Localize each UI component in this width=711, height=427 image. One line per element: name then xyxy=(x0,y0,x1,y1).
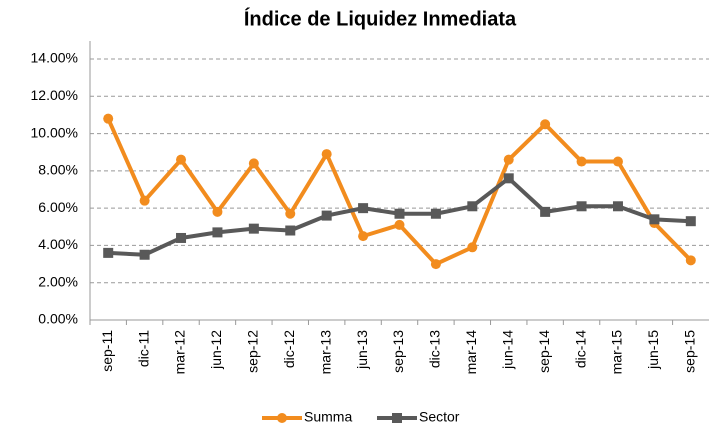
point xyxy=(103,247,114,258)
point xyxy=(394,208,405,219)
point xyxy=(394,219,405,230)
x-tick-label: sep-15 xyxy=(681,330,697,373)
x-tick-label: sep-12 xyxy=(245,330,261,373)
x-tick-label: dic-13 xyxy=(427,330,443,368)
point xyxy=(103,113,114,124)
y-tick-label: 4.00% xyxy=(38,236,78,252)
y-tick-label: 6.00% xyxy=(38,199,78,215)
x-tick-label: mar-15 xyxy=(609,330,625,375)
point xyxy=(176,232,187,243)
x-tick-label: jun-14 xyxy=(499,330,515,370)
legend-marker xyxy=(277,413,287,423)
point xyxy=(467,242,478,253)
x-tick-label: dic-14 xyxy=(572,330,588,368)
x-tick-label: sep-13 xyxy=(390,330,406,373)
y-tick-label: 2.00% xyxy=(38,273,78,289)
y-tick-label: 10.00% xyxy=(31,124,78,140)
y-tick-label: 14.00% xyxy=(31,50,78,66)
point xyxy=(212,206,223,217)
x-tick-label: dic-11 xyxy=(135,330,151,367)
point xyxy=(612,201,623,212)
chart-title: Índice de Liquidez Inmediata xyxy=(244,7,517,30)
point xyxy=(285,225,296,236)
x-tick-label: dic-12 xyxy=(281,330,297,368)
point xyxy=(285,208,296,219)
x-tick-label: jun-13 xyxy=(354,330,370,370)
point xyxy=(685,216,696,227)
point xyxy=(430,259,441,270)
point xyxy=(321,149,332,160)
x-tick-label: jun-12 xyxy=(208,330,224,370)
x-tick-label: mar-14 xyxy=(463,330,479,375)
y-tick-label: 12.00% xyxy=(31,87,78,103)
point xyxy=(139,195,150,206)
series-line xyxy=(106,117,693,267)
point xyxy=(139,249,150,260)
point xyxy=(503,154,514,165)
point xyxy=(540,206,551,217)
point xyxy=(430,208,441,219)
point xyxy=(685,255,696,266)
y-tick-label: 8.00% xyxy=(38,162,78,178)
x-tick-label: sep-11 xyxy=(99,330,115,372)
x-tick-label: jun-15 xyxy=(645,330,661,370)
point xyxy=(503,173,514,184)
x-tick-label: sep-14 xyxy=(536,330,552,373)
point xyxy=(467,201,478,212)
point xyxy=(576,156,587,167)
x-tick-label: mar-13 xyxy=(317,330,333,375)
legend-marker xyxy=(392,413,402,423)
legend-label: Summa xyxy=(304,409,352,425)
x-tick-label: mar-12 xyxy=(172,330,188,375)
point xyxy=(248,158,259,169)
point xyxy=(612,156,623,167)
y-tick-label: 0.00% xyxy=(38,311,78,327)
point xyxy=(649,214,660,225)
point xyxy=(358,231,369,242)
point xyxy=(248,223,259,234)
point xyxy=(540,119,551,130)
legend-label: Sector xyxy=(419,409,460,425)
point xyxy=(576,201,587,212)
point xyxy=(176,154,187,165)
point xyxy=(212,227,223,238)
point xyxy=(321,210,332,221)
point xyxy=(358,203,369,214)
